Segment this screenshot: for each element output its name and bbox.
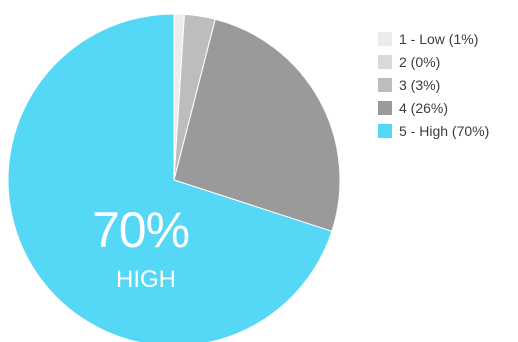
legend-item-3: 3 (3%): [378, 74, 489, 96]
legend-label-2: 2 (0%): [399, 54, 441, 70]
legend: 1 - Low (1%) 2 (0%) 3 (3%) 4 (26%) 5 - H…: [378, 28, 489, 143]
pie-slice-4: [173, 18, 341, 232]
legend-swatch-2: [378, 55, 392, 69]
pie-slices: [7, 13, 341, 342]
highlight-label: HIGH: [116, 266, 176, 293]
legend-label-4: 4 (26%): [399, 100, 449, 116]
legend-item-1-low: 1 - Low (1%): [378, 28, 489, 50]
legend-item-5-high: 5 - High (70%): [378, 120, 489, 142]
legend-item-2: 2 (0%): [378, 51, 489, 73]
legend-label-3: 3 (3%): [399, 77, 441, 93]
legend-label-1-low: 1 - Low (1%): [399, 31, 479, 47]
legend-swatch-3: [378, 78, 392, 92]
legend-label-5-high: 5 - High (70%): [399, 123, 490, 139]
pie-slice-5-high: [7, 13, 333, 342]
legend-swatch-1-low: [378, 32, 392, 46]
legend-swatch-4: [378, 101, 392, 115]
legend-item-4: 4 (26%): [378, 97, 489, 119]
legend-swatch-5-high: [378, 124, 392, 138]
highlight-percentage: 70%: [92, 202, 190, 258]
